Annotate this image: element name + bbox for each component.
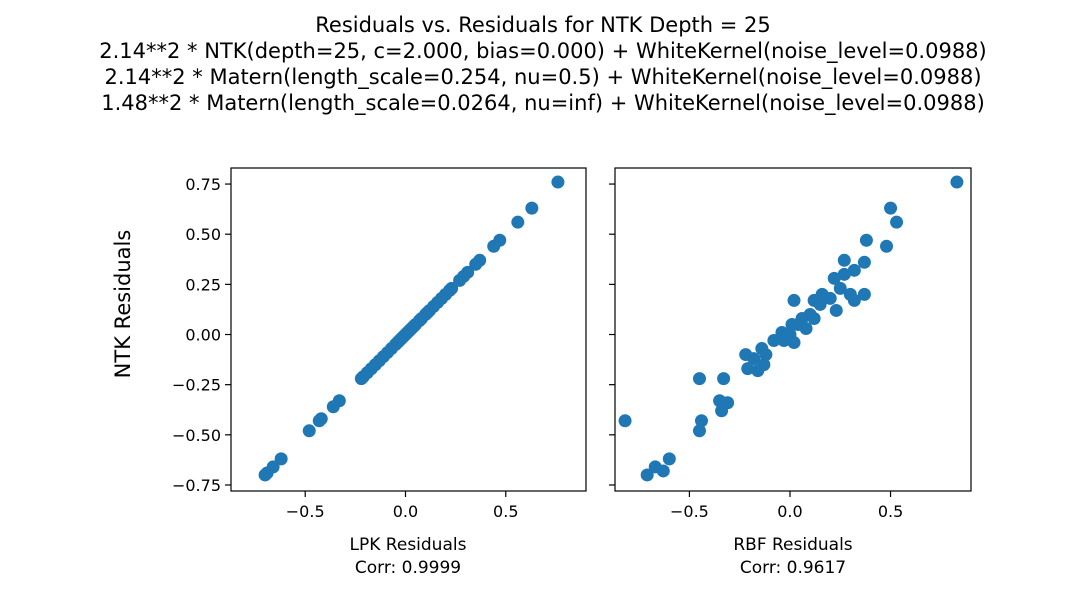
lpk-x-tick-label: −0.5	[286, 502, 325, 521]
rbf-point	[807, 311, 821, 325]
rbf-point	[787, 336, 801, 350]
rbf-point	[847, 263, 861, 277]
title-line-1: Residuals vs. Residuals for NTK Depth = …	[315, 13, 771, 37]
rbf-point	[833, 281, 847, 295]
rbf-point	[694, 414, 708, 428]
rbf-x-tick-label: 0.5	[878, 502, 903, 521]
lpk-point	[302, 424, 316, 438]
rbf-scatter-panel: −0.5 0.0 0.5 RBF Residuals Corr: 0.9617	[609, 167, 972, 578]
rbf-point	[787, 293, 801, 307]
lpk-point	[487, 239, 501, 253]
lpk-point	[525, 201, 539, 215]
lpk-points	[258, 175, 565, 482]
lpk-y-tick-label: 0.00	[185, 326, 221, 345]
rbf-x-tick-label: 0.0	[777, 502, 802, 521]
title-line-2: 2.14**2 * NTK(depth=25, c=2.000, bias=0.…	[99, 39, 987, 64]
lpk-point	[511, 215, 525, 229]
rbf-point	[829, 303, 843, 317]
rbf-point	[640, 468, 654, 482]
lpk-corr-label: Corr: 0.9999	[355, 558, 461, 578]
rbf-point	[692, 424, 706, 438]
lpk-y-ticks: 0.75 0.50 0.25 0.00 −0.25 −0.50 −0.75	[172, 175, 231, 495]
rbf-point	[813, 297, 827, 311]
rbf-point	[759, 348, 773, 362]
rbf-point	[837, 253, 851, 267]
lpk-y-tick-label: −0.50	[172, 426, 221, 445]
rbf-y-ticks	[609, 183, 615, 486]
rbf-point	[859, 233, 873, 247]
rbf-point	[692, 372, 706, 386]
lpk-y-tick-label: −0.25	[172, 376, 221, 395]
lpk-x-tick-label: 0.5	[493, 502, 518, 521]
rbf-point	[837, 267, 851, 281]
rbf-point	[857, 287, 871, 301]
rbf-point	[857, 255, 871, 269]
rbf-x-axis-label: RBF Residuals	[733, 535, 852, 555]
rbf-point	[751, 364, 765, 378]
rbf-point	[950, 175, 964, 189]
rbf-x-tick-label: −0.5	[670, 502, 709, 521]
lpk-y-tick-label: 0.25	[185, 275, 221, 294]
rbf-point	[717, 372, 731, 386]
lpk-axes-frame	[230, 167, 587, 492]
lpk-point	[453, 273, 467, 287]
rbf-point	[880, 239, 894, 253]
rbf-x-ticks: −0.5 0.0 0.5	[670, 491, 903, 521]
rbf-point	[767, 334, 781, 348]
rbf-point	[799, 322, 813, 335]
lpk-point	[274, 452, 288, 466]
lpk-point	[551, 175, 565, 189]
lpk-y-tick-label: 0.50	[185, 225, 221, 244]
rbf-point	[884, 201, 898, 215]
rbf-point	[741, 362, 755, 376]
y-axis-label: NTK Residuals	[111, 230, 135, 379]
rbf-point	[656, 464, 670, 478]
rbf-axes-frame	[614, 167, 972, 492]
rbf-point	[847, 293, 861, 307]
lpk-x-axis-label: LPK Residuals	[350, 535, 467, 555]
rbf-corr-label: Corr: 0.9617	[740, 558, 846, 578]
rbf-point	[747, 352, 761, 366]
lpk-x-ticks: −0.5 0.0 0.5	[286, 491, 519, 521]
lpk-point	[354, 372, 368, 386]
rbf-point	[890, 215, 904, 229]
lpk-y-tick-label: 0.75	[185, 175, 221, 194]
rbf-point	[715, 404, 729, 418]
lpk-x-tick-label: 0.0	[393, 502, 418, 521]
rbf-point	[827, 271, 841, 285]
rbf-point	[777, 334, 791, 348]
lpk-point	[326, 400, 340, 414]
rbf-point	[618, 414, 632, 428]
title-line-3: 2.14**2 * Matern(length_scale=0.254, nu=…	[104, 65, 981, 90]
title-line-4: 1.48**2 * Matern(length_scale=0.0264, nu…	[101, 91, 985, 116]
lpk-scatter-panel: −0.5 0.0 0.5 0.75 0.50 0.25 0.00 −0.25 −0.50 −0.…	[172, 167, 587, 578]
lpk-point	[258, 468, 272, 482]
lpk-point	[469, 257, 483, 271]
rbf-point	[662, 452, 676, 466]
rbf-point	[785, 317, 799, 331]
rbf-points	[618, 175, 964, 482]
lpk-y-tick-label: −0.75	[172, 476, 221, 495]
lpk-point	[312, 414, 326, 428]
